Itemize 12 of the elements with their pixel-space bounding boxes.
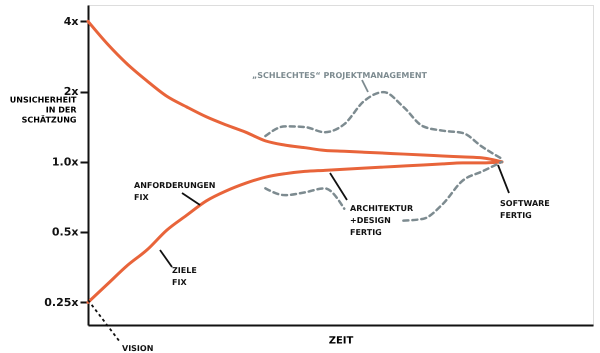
x-axis-title: ZEIT [328, 336, 354, 346]
y-tick-label: 0.25x [44, 296, 78, 309]
annotation: SOFTWARE FERTIG [500, 199, 550, 220]
y-tick-label: 1.0x [52, 155, 78, 168]
annotation: „SCHLECHTES“ PROJEKTMANAGEMENT [252, 71, 428, 80]
annotation: ZIELE FIX [172, 266, 197, 287]
text: VISION [122, 344, 154, 353]
y-tick-label: 0.5x [52, 226, 78, 239]
y-axis-title: UNSICHERHEIT IN DER SCHÄTZUNG [10, 96, 78, 124]
annotation: ANFORDERUNGEN FIX [134, 181, 216, 202]
y-tick-label: 4x [64, 14, 78, 28]
annotation: ARCHITEKTUR +DESIGN FERTIG [350, 204, 414, 237]
